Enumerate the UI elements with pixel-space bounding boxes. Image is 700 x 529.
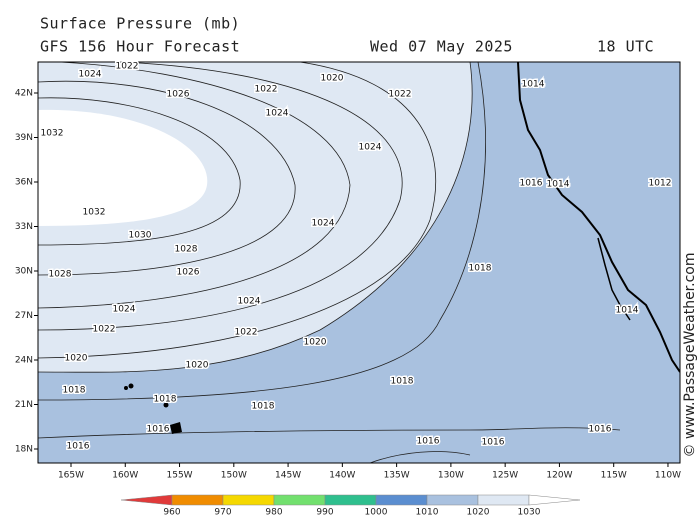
lon-label: 120W <box>546 471 572 481</box>
lat-label: 36N <box>15 178 33 188</box>
isobar-label: 1024 <box>79 70 102 80</box>
lon-label: 130W <box>438 471 464 481</box>
lat-label: 39N <box>15 133 33 143</box>
colorbar-label: 1000 <box>365 508 388 518</box>
isobar-label: 1016 <box>482 438 505 448</box>
isobar-label: 1014 <box>522 80 545 90</box>
coastline <box>517 62 680 373</box>
hawaii <box>124 383 182 434</box>
isobar-label: 1030 <box>129 231 152 241</box>
isobar-label: 1018 <box>469 264 492 274</box>
subtitle: GFS 156 Hour Forecast <box>40 38 240 56</box>
colorbar-label: 1010 <box>416 508 439 518</box>
lat-label: 30N <box>15 267 33 277</box>
colorbar-label: 1020 <box>467 508 490 518</box>
isobar-label: 1024 <box>266 109 289 119</box>
lon-label: 135W <box>384 471 410 481</box>
isobar-label: 1020 <box>321 74 344 84</box>
lon-label: 110W <box>655 471 681 481</box>
isobar-label: 1018 <box>63 386 86 396</box>
watermark: © www.PassageWeather.com <box>682 252 698 457</box>
colorbar-label: 970 <box>214 508 231 518</box>
colorbar-label: 1030 <box>518 508 541 518</box>
colorbar-segment <box>324 494 377 506</box>
isobar-label: 1024 <box>359 143 382 153</box>
colorbar-segment <box>222 494 275 506</box>
isobar-label: 1022 <box>389 90 412 100</box>
lat-label: 24N <box>15 356 33 366</box>
isobar-label: 1022 <box>116 62 139 72</box>
colorbar-label: 980 <box>265 508 282 518</box>
high-core <box>38 109 208 226</box>
isobar-label: 1032 <box>41 129 64 139</box>
lon-label: 160W <box>112 471 138 481</box>
isobar-label: 1012 <box>649 179 672 189</box>
isobar-label: 1020 <box>186 361 209 371</box>
lat-label: 27N <box>15 311 33 321</box>
isobar-label: 1016 <box>67 442 90 452</box>
colorbar-segment <box>171 494 224 506</box>
lat-label: 33N <box>15 222 33 232</box>
isobar-label: 1016 <box>589 425 612 435</box>
isobar-label: 1018 <box>252 402 275 412</box>
isobar-label: 1024 <box>113 305 136 315</box>
baja-coast <box>597 237 631 321</box>
isobar-label: 1024 <box>312 219 335 229</box>
date: Wed 07 May 2025 <box>370 38 513 56</box>
colorbar-segment <box>273 494 326 506</box>
lon-label: 145W <box>275 471 301 481</box>
isobar-label: 1018 <box>391 377 414 387</box>
isobar-label: 1016 <box>520 179 543 189</box>
isobar-label: 1028 <box>175 245 198 255</box>
lon-label: 155W <box>167 471 193 481</box>
isobar-label: 1026 <box>177 268 200 278</box>
isobar-label: 1020 <box>304 338 327 348</box>
colorbar-label: 990 <box>316 508 333 518</box>
lon-label: 125W <box>492 471 518 481</box>
title: Surface Pressure (mb) <box>40 15 240 33</box>
isobar-label: 1022 <box>255 85 278 95</box>
isobar-label: 1022 <box>235 328 258 338</box>
isobar-label: 1016 <box>417 437 440 447</box>
lat-label: 42N <box>15 89 33 99</box>
lon-label: 140W <box>329 471 355 481</box>
map-area <box>38 62 680 463</box>
colorbar-low <box>120 494 173 506</box>
isobar-label: 1014 <box>616 306 639 316</box>
lat-label: 18N <box>15 445 33 455</box>
lat-label: 21N <box>15 400 33 410</box>
lon-label: 165W <box>58 471 84 481</box>
colorbar-label: 960 <box>163 508 180 518</box>
map-frame <box>37 61 681 464</box>
isobar-label: 1014 <box>547 180 570 190</box>
isobar-label: 1032 <box>83 208 106 218</box>
colorbar-segment <box>477 494 530 506</box>
colorbar-segment <box>426 494 479 506</box>
isobar-label: 1016 <box>147 425 170 435</box>
isobar-label: 1020 <box>65 354 88 364</box>
lon-label: 150W <box>221 471 247 481</box>
colorbar-high <box>528 494 581 506</box>
colorbar-segment <box>375 494 428 506</box>
isobars <box>38 62 621 463</box>
isobar-label: 1026 <box>167 90 190 100</box>
isobar-label: 1024 <box>238 297 261 307</box>
isobar-label: 1022 <box>93 325 116 335</box>
isobar-label: 1028 <box>49 270 72 280</box>
lon-label: 115W <box>601 471 627 481</box>
isobar-label: 1018 <box>154 395 177 405</box>
time: 18 UTC <box>597 38 654 56</box>
